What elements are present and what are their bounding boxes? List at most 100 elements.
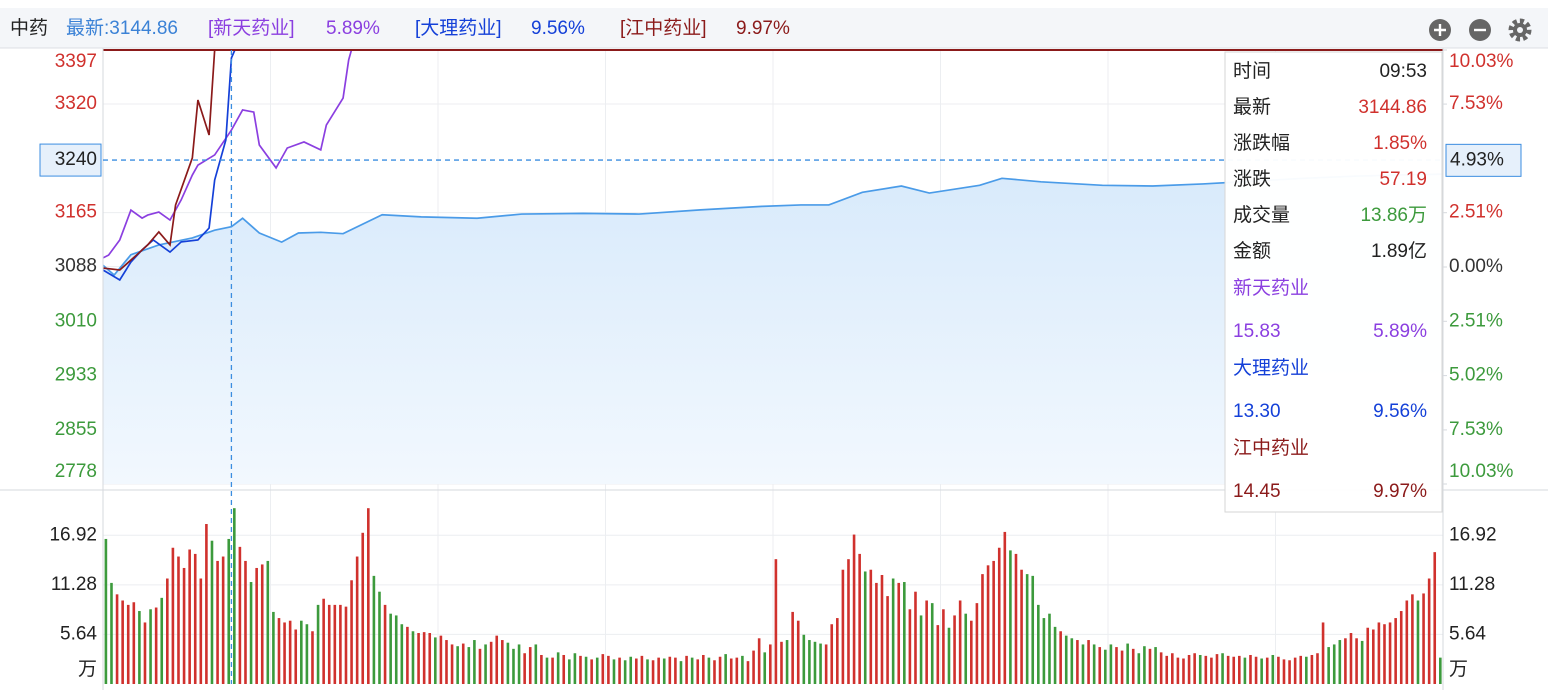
volume-bar bbox=[1299, 655, 1303, 684]
volume-bar bbox=[238, 546, 242, 684]
volume-bar bbox=[556, 652, 560, 684]
volume-bar bbox=[568, 659, 571, 684]
volume-bar bbox=[484, 644, 487, 684]
line bbox=[103, 50, 236, 282]
volume-bar bbox=[729, 658, 733, 684]
latest-price: 最新:3144.86 bbox=[66, 17, 178, 39]
volume-bar bbox=[171, 547, 175, 684]
volume-bar bbox=[886, 596, 889, 684]
volume-bar bbox=[1344, 638, 1347, 684]
volume-bar bbox=[517, 644, 521, 684]
volume-bar bbox=[126, 604, 130, 684]
volume-bar bbox=[428, 633, 432, 684]
volume-bar bbox=[702, 654, 705, 684]
index-name: 中药 bbox=[10, 17, 48, 39]
y-tick-label-right: 5.64 bbox=[1449, 623, 1486, 644]
volume-bar bbox=[662, 658, 666, 684]
volume-bar bbox=[177, 556, 180, 684]
volume-bar bbox=[1187, 654, 1191, 684]
volume-bar bbox=[160, 597, 164, 684]
tooltip-label: 涨跌 bbox=[1233, 168, 1271, 190]
volume-bar bbox=[986, 565, 990, 684]
volume-bar bbox=[579, 655, 582, 684]
volume-bar bbox=[584, 656, 588, 684]
axes-layer: 2778 2855 2933 3010 3088 3165 3320 3397 10.03% 7.… bbox=[39, 49, 1522, 684]
crosshair-label-box bbox=[39, 143, 102, 177]
volume-bar bbox=[852, 534, 856, 684]
volume-bar bbox=[439, 635, 443, 684]
volume-bar bbox=[467, 647, 471, 684]
volume-bar bbox=[1427, 578, 1431, 684]
volume-bar bbox=[780, 641, 783, 684]
volume-bar bbox=[936, 625, 940, 684]
volume-bar bbox=[1288, 660, 1291, 684]
y-tick-label: 2778 bbox=[55, 461, 97, 482]
volume-bar bbox=[1338, 640, 1342, 684]
y-tick-label: 3397 bbox=[55, 51, 97, 72]
volume-bar bbox=[1076, 640, 1079, 684]
volume-bar bbox=[947, 627, 951, 684]
volume-bar bbox=[1271, 654, 1275, 684]
tooltip-stock-price: 14.45 bbox=[1233, 481, 1281, 502]
volume-bar bbox=[796, 620, 800, 684]
volume-bar bbox=[914, 591, 917, 684]
volume-bar bbox=[434, 637, 437, 684]
volume-bar bbox=[908, 609, 912, 684]
volume-bar bbox=[143, 622, 147, 684]
volume-bar bbox=[456, 646, 459, 684]
legend-value: 9.56% bbox=[531, 18, 585, 39]
volume-bar bbox=[970, 620, 973, 684]
volume-bar bbox=[741, 655, 744, 684]
volume-bar bbox=[227, 538, 231, 684]
volume-bar bbox=[1143, 646, 1146, 684]
volume-bar bbox=[997, 547, 1001, 684]
volume-bar bbox=[115, 594, 119, 684]
tooltip-value: 1.89亿 bbox=[1371, 240, 1427, 262]
crosshair-y2-label: 4.93% bbox=[1450, 149, 1504, 170]
frame bbox=[0, 48, 1548, 690]
volume-bar bbox=[1372, 629, 1375, 684]
unit-label-right: 万 bbox=[1449, 659, 1468, 680]
volume-bar bbox=[623, 660, 627, 684]
volume-bar bbox=[1182, 658, 1185, 684]
volume-bar bbox=[707, 657, 711, 684]
volume-bar bbox=[311, 631, 314, 684]
tooltip-label: 涨跌幅 bbox=[1233, 132, 1290, 154]
volume-bar bbox=[1260, 658, 1263, 684]
volume-bar bbox=[713, 660, 716, 684]
volume-bar bbox=[595, 657, 599, 684]
volume-bar bbox=[339, 604, 342, 684]
volume-bar bbox=[1405, 600, 1409, 684]
volume-bar bbox=[495, 635, 499, 684]
volume-bar bbox=[193, 553, 197, 684]
volume-bar bbox=[350, 580, 353, 684]
volume-bar bbox=[1120, 650, 1124, 684]
volume-bar bbox=[657, 657, 660, 684]
y-tick-label: 2855 bbox=[55, 419, 97, 440]
tooltip-value: 1.85% bbox=[1373, 133, 1427, 154]
y2-tick-label: 7.53% bbox=[1449, 419, 1503, 440]
volume-bar bbox=[752, 650, 755, 684]
volume-bar bbox=[272, 611, 275, 684]
volume-bar bbox=[958, 600, 962, 684]
volume-bar bbox=[1159, 652, 1163, 684]
volume-bar bbox=[629, 656, 633, 684]
y2-tick-label: 10.03% bbox=[1449, 461, 1514, 482]
settings-button[interactable] bbox=[1508, 18, 1532, 42]
volume-bar bbox=[138, 611, 141, 684]
line bbox=[103, 50, 216, 271]
volume-bar bbox=[1014, 553, 1018, 684]
volume-bar bbox=[769, 644, 772, 684]
volume-bar bbox=[417, 633, 420, 684]
zoom-in-button[interactable] bbox=[1429, 19, 1451, 41]
legend-label: [江中药业] bbox=[620, 17, 707, 39]
volume-bar bbox=[1165, 655, 1169, 684]
volume-bar bbox=[1332, 644, 1336, 684]
volume-bar bbox=[277, 618, 281, 684]
volume-bar bbox=[260, 564, 264, 684]
volume-bar bbox=[501, 640, 504, 684]
volume-bar bbox=[1210, 657, 1213, 684]
volume-bar bbox=[601, 654, 605, 684]
zoom-out-button[interactable] bbox=[1469, 19, 1491, 41]
